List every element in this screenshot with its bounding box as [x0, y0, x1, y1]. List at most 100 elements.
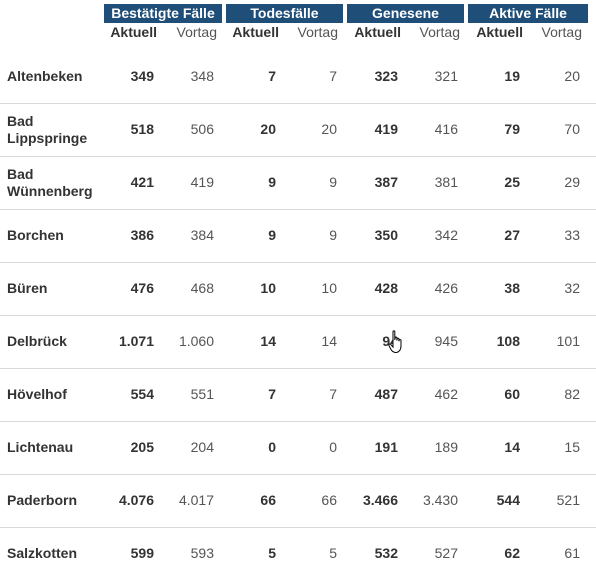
cell-vortag: 10	[321, 280, 337, 296]
cell-vortag: 527	[434, 545, 458, 561]
cell-aktuell: 7	[268, 386, 276, 402]
cell-vortag: 204	[190, 439, 214, 455]
cell-aktuell: 38	[504, 280, 520, 296]
table-row: Altenbeken 349 348 7 7 323 321 19 20	[0, 50, 596, 104]
cell-vortag: 82	[564, 386, 580, 402]
cell-aktuell: 27	[504, 227, 520, 243]
cell-aktuell: 428	[374, 280, 398, 296]
table-row: Hövelhof 554 551 7 7 487 462 60 82	[0, 368, 596, 422]
table-row: Delbrück 1.071 1.060 14 14 94 945 108 101	[0, 315, 596, 369]
cell-vortag: 506	[190, 121, 214, 137]
header-genesene: Genesene	[347, 4, 464, 23]
cell-vortag: 593	[190, 545, 214, 561]
cell-vortag: 5	[329, 545, 337, 561]
subheader-vortag: Vortag	[541, 24, 582, 40]
table-row: Bad Wünnenberg 421 419 9 9 387 381 25 29	[0, 156, 596, 210]
cell-vortag: 61	[564, 545, 580, 561]
cell-vortag: 14	[321, 333, 337, 349]
cell-aktuell: 10	[260, 280, 276, 296]
cell-vortag: 32	[564, 280, 580, 296]
row-name: Hövelhof	[7, 386, 67, 402]
cell-vortag: 33	[564, 227, 580, 243]
cell-aktuell: 62	[504, 545, 520, 561]
header-aktive-faelle: Aktive Fälle	[468, 4, 588, 23]
cell-aktuell: 14	[504, 439, 520, 455]
cell-aktuell: 487	[374, 386, 398, 402]
cell-vortag: 20	[564, 68, 580, 84]
cell-aktuell: 7	[268, 68, 276, 84]
cell-aktuell: 350	[374, 227, 398, 243]
table-row: Büren 476 468 10 10 428 426 38 32	[0, 262, 596, 316]
table-row: Borchen 386 384 9 9 350 342 27 33	[0, 209, 596, 263]
cell-aktuell: 1.071	[118, 333, 154, 349]
header-todesfaelle: Todesfälle	[226, 4, 343, 23]
table-row: Paderborn 4.076 4.017 66 66 3.466 3.430 544 521	[0, 474, 596, 528]
cell-vortag: 29	[564, 174, 580, 190]
cell-vortag: 384	[190, 227, 214, 243]
cell-vortag: 321	[434, 68, 458, 84]
row-name: Bad Wünnenberg	[7, 165, 93, 199]
cell-vortag: 1.060	[178, 333, 214, 349]
cell-vortag: 419	[190, 174, 214, 190]
cell-vortag: 468	[190, 280, 214, 296]
cell-aktuell: 20	[260, 121, 276, 137]
cell-aktuell: 349	[130, 68, 154, 84]
cell-aktuell: 476	[130, 280, 154, 296]
cell-aktuell: 14	[260, 333, 276, 349]
cell-aktuell: 108	[496, 333, 520, 349]
cell-vortag: 9	[329, 174, 337, 190]
table-row: Lichtenau 205 204 0 0 191 189 14 15	[0, 421, 596, 475]
cell-aktuell: 323	[374, 68, 398, 84]
cell-vortag: 945	[434, 333, 458, 349]
cell-aktuell: 419	[374, 121, 398, 137]
cell-vortag: 15	[564, 439, 580, 455]
cell-aktuell: 19	[504, 68, 520, 84]
cell-aktuell: 532	[374, 545, 398, 561]
cell-aktuell: 9	[268, 227, 276, 243]
cell-vortag: 3.430	[422, 492, 458, 508]
subheader-vortag: Vortag	[176, 24, 217, 40]
table-row: Salzkotten 599 593 5 5 532 527 62 61	[0, 527, 596, 580]
row-name: Büren	[7, 280, 48, 296]
cell-vortag: 0	[329, 439, 337, 455]
row-name: Altenbeken	[7, 68, 83, 84]
subheader-aktuell: Aktuell	[476, 24, 523, 40]
cell-vortag: 551	[190, 386, 214, 402]
cell-vortag: 66	[321, 492, 337, 508]
cell-aktuell: 518	[130, 121, 154, 137]
cell-vortag: 426	[434, 280, 458, 296]
cell-vortag: 348	[190, 68, 214, 84]
row-name: Delbrück	[7, 333, 67, 349]
subheader-vortag: Vortag	[297, 24, 338, 40]
cell-aktuell: 386	[130, 227, 154, 243]
cell-aktuell: 387	[374, 174, 398, 190]
cell-vortag: 7	[329, 68, 337, 84]
cell-vortag: 70	[564, 121, 580, 137]
cell-vortag: 521	[556, 492, 580, 508]
cell-aktuell: 66	[260, 492, 276, 508]
cell-aktuell: 25	[504, 174, 520, 190]
cell-vortag: 189	[434, 439, 458, 455]
cell-aktuell: 544	[496, 492, 520, 508]
subheader-aktuell: Aktuell	[354, 24, 401, 40]
cell-vortag: 416	[434, 121, 458, 137]
subheader-aktuell: Aktuell	[110, 24, 157, 40]
cell-aktuell: 9	[268, 174, 276, 190]
cell-vortag: 381	[434, 174, 458, 190]
subheader-aktuell: Aktuell	[232, 24, 279, 40]
table-row: Bad Lippspringe 518 506 20 20 419 416 79 70	[0, 103, 596, 157]
row-name: Bad Lippspringe	[7, 112, 88, 146]
cell-vortag: 101	[556, 333, 580, 349]
header-bestaetigte-faelle: Bestätigte Fälle	[104, 4, 222, 23]
cell-aktuell: 191	[374, 439, 398, 455]
cell-aktuell: 5	[268, 545, 276, 561]
cell-vortag: 9	[329, 227, 337, 243]
row-name: Borchen	[7, 227, 64, 243]
cell-vortag: 20	[321, 121, 337, 137]
cell-aktuell: 4.076	[118, 492, 154, 508]
cell-aktuell: 554	[130, 386, 154, 402]
row-name: Paderborn	[7, 492, 78, 508]
cell-aktuell: 0	[268, 439, 276, 455]
cell-aktuell: 599	[130, 545, 154, 561]
row-name: Salzkotten	[7, 545, 78, 561]
